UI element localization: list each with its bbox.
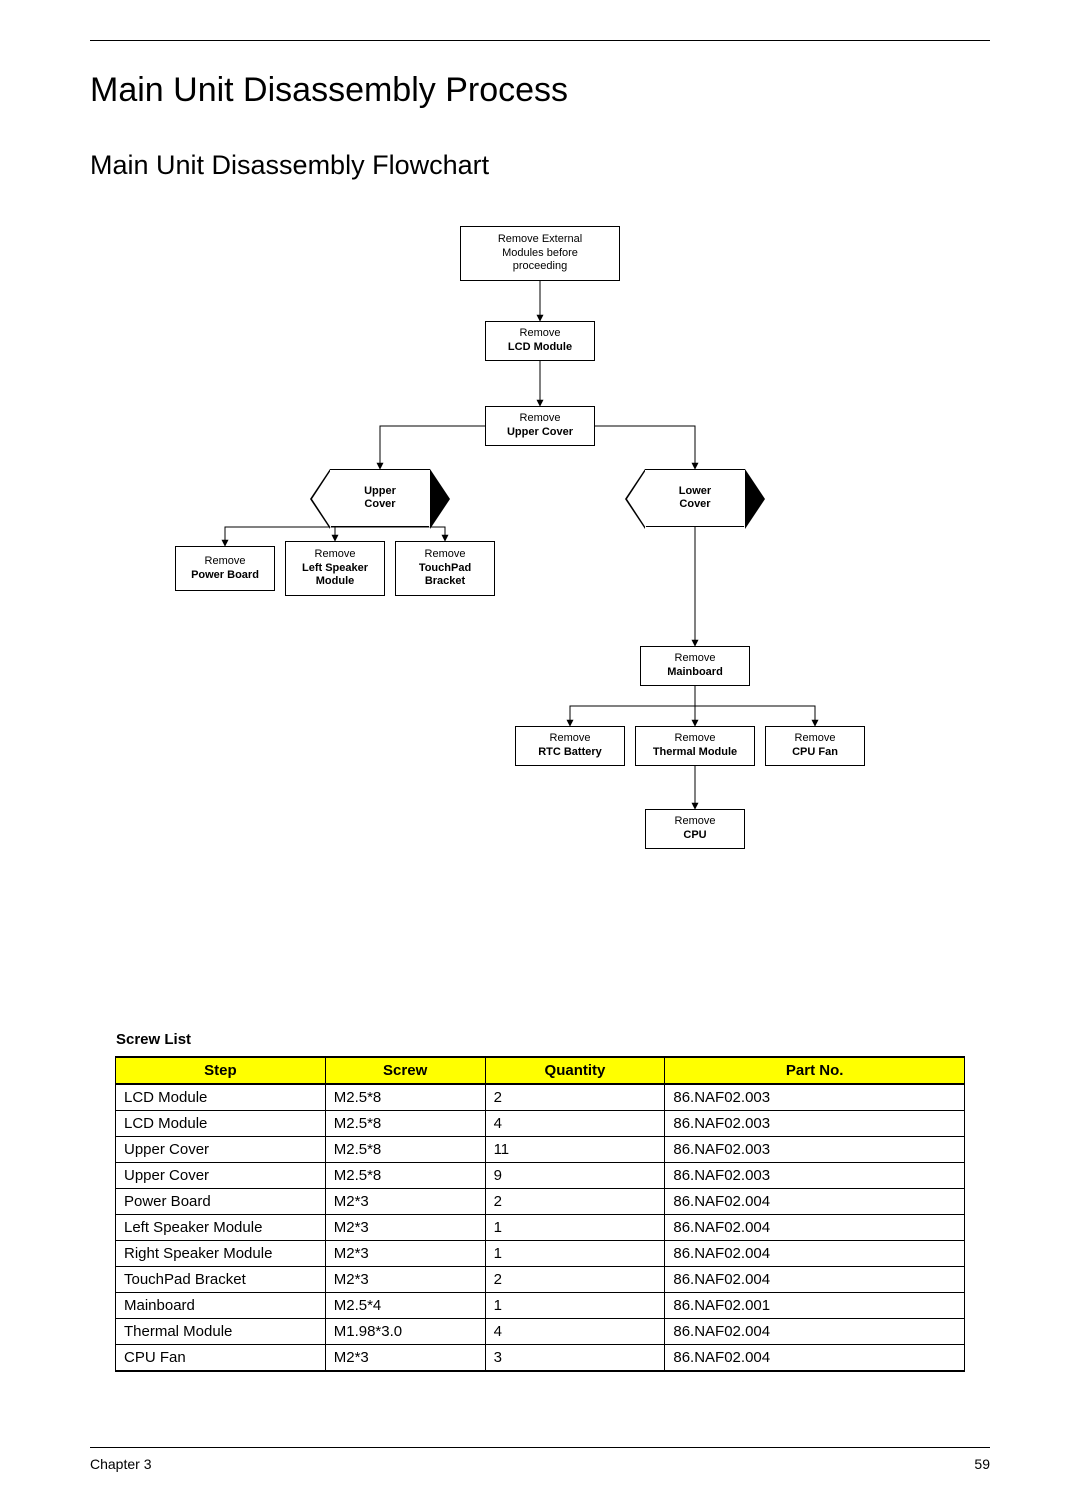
screw-table: Step Screw Quantity Part No. LCD ModuleM…	[115, 1056, 965, 1372]
table-row: Right Speaker ModuleM2*3186.NAF02.004	[116, 1241, 965, 1267]
table-row: LCD ModuleM2.5*8486.NAF02.003	[116, 1111, 965, 1137]
flow-node-n7: RemoveRTC Battery	[515, 726, 625, 766]
table-row: TouchPad BracketM2*3286.NAF02.004	[116, 1267, 965, 1293]
flow-node-n2: RemoveUpper Cover	[485, 406, 595, 446]
th-step: Step	[116, 1057, 326, 1084]
screw-list-heading: Screw List	[116, 1031, 990, 1048]
footer-page-number: 59	[974, 1456, 990, 1472]
table-row: Left Speaker ModuleM2*3186.NAF02.004	[116, 1215, 965, 1241]
top-rule	[90, 40, 990, 41]
flowchart: Remove ExternalModules beforeproceeding R…	[90, 221, 990, 1011]
flow-node-n1: RemoveLCD Module	[485, 321, 595, 361]
flow-node-n8: RemoveThermal Module	[635, 726, 755, 766]
page-footer: Chapter 3 59	[90, 1447, 990, 1472]
table-row: CPU FanM2*3386.NAF02.004	[116, 1345, 965, 1372]
table-row: MainboardM2.5*4186.NAF02.001	[116, 1293, 965, 1319]
flow-node-n5: RemoveTouchPadBracket	[395, 541, 495, 596]
th-qty: Quantity	[485, 1057, 665, 1084]
page-title: Main Unit Disassembly Process	[90, 71, 990, 110]
page-subtitle: Main Unit Disassembly Flowchart	[90, 150, 990, 181]
th-part: Part No.	[665, 1057, 965, 1084]
table-row: LCD ModuleM2.5*8286.NAF02.003	[116, 1084, 965, 1111]
flow-node-n9: RemoveCPU Fan	[765, 726, 865, 766]
th-screw: Screw	[325, 1057, 485, 1084]
table-row: Thermal ModuleM1.98*3.0486.NAF02.004	[116, 1319, 965, 1345]
table-row: Power BoardM2*3286.NAF02.004	[116, 1189, 965, 1215]
table-row: Upper CoverM2.5*81186.NAF02.003	[116, 1137, 965, 1163]
flow-node-n3: RemovePower Board	[175, 546, 275, 591]
footer-chapter: Chapter 3	[90, 1456, 151, 1472]
flow-node-n0: Remove ExternalModules beforeproceeding	[460, 226, 620, 281]
flow-node-h2: LowerCover	[645, 469, 745, 527]
flow-node-n10: RemoveCPU	[645, 809, 745, 849]
flow-node-n6: RemoveMainboard	[640, 646, 750, 686]
flow-node-n4: RemoveLeft SpeakerModule	[285, 541, 385, 596]
flow-node-h1: UpperCover	[330, 469, 430, 527]
table-row: Upper CoverM2.5*8986.NAF02.003	[116, 1163, 965, 1189]
